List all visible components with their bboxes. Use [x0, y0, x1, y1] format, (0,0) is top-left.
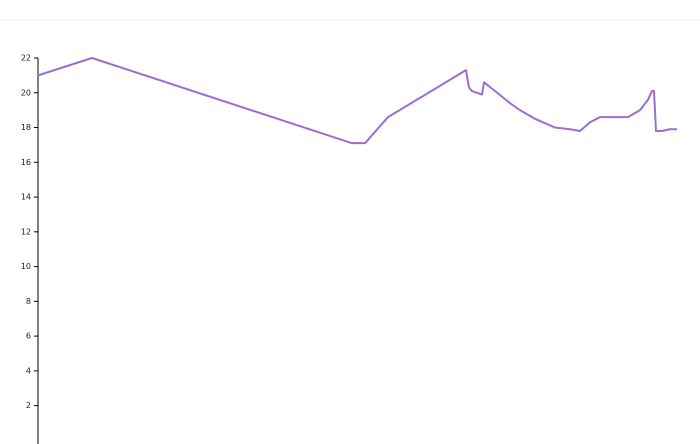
y-tick-label: 20 [21, 88, 31, 97]
y-tick-label: 10 [21, 262, 31, 271]
y-tick-label: 18 [21, 123, 31, 132]
y-tick-label: 4 [26, 366, 31, 375]
y-tick-label: 16 [21, 158, 31, 167]
y-tick-label: 12 [21, 227, 31, 236]
y-tick-label: 14 [21, 193, 31, 202]
y-tick-label: 6 [26, 332, 31, 341]
y-tick-label: 8 [26, 297, 31, 306]
y-tick-label: 22 [21, 54, 31, 63]
y-tick-label: 2 [26, 401, 31, 410]
data-line [37, 57, 677, 145]
